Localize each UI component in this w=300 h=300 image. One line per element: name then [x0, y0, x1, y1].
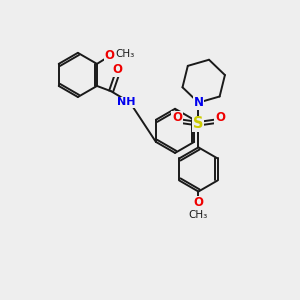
Text: O: O — [104, 49, 114, 62]
Text: CH₃: CH₃ — [189, 210, 208, 220]
Text: CH₃: CH₃ — [115, 49, 134, 59]
Text: O: O — [112, 63, 122, 76]
Text: N: N — [194, 96, 203, 109]
Text: O: O — [172, 111, 182, 124]
Text: O: O — [215, 111, 225, 124]
Text: O: O — [194, 196, 203, 209]
Text: NH: NH — [117, 98, 136, 107]
Text: S: S — [193, 116, 204, 131]
